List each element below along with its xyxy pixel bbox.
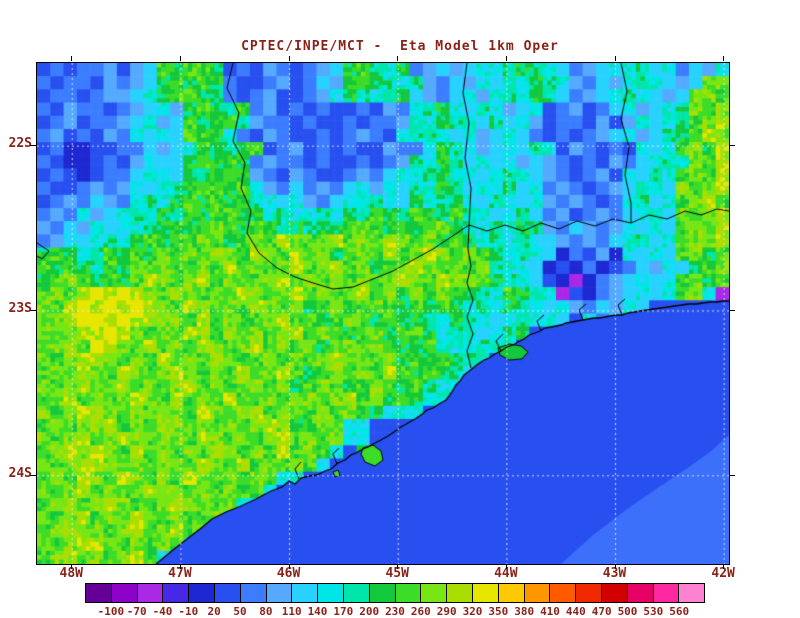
colorbar-segment-13	[420, 583, 448, 603]
colorbar-tick-label-470: 470	[591, 605, 612, 618]
colorbar-tick-label-50: 50	[233, 605, 247, 618]
colorbar-segment-16	[497, 583, 525, 603]
colorbar-segment-21	[626, 583, 654, 603]
colorbar-tick-label-80: 80	[259, 605, 273, 618]
colorbar-tick-label--70: -70	[126, 605, 147, 618]
colorbar-segment-15	[471, 583, 499, 603]
colorbar-segment-4	[188, 583, 215, 603]
lon-tick	[397, 56, 399, 61]
lat-tick	[729, 309, 735, 311]
lon-tick	[723, 564, 725, 569]
colorbar-segment-20	[600, 583, 628, 603]
colorbar-tick-label-350: 350	[488, 605, 509, 618]
lat-tick	[30, 474, 36, 476]
lon-axis-label-44W: 44W	[494, 566, 518, 581]
lon-tick	[614, 564, 616, 569]
colorbar-tick-label--10: -10	[178, 605, 199, 618]
lat-axis-label-23S: 23S	[8, 300, 32, 316]
colorbar-segment-10	[342, 583, 370, 603]
lon-tick	[179, 564, 181, 569]
colorbar	[85, 583, 706, 603]
colorbar-segment-14	[446, 583, 473, 603]
lon-axis-label-47W: 47W	[168, 566, 192, 581]
colorbar-tick-label-410: 410	[540, 605, 560, 618]
colorbar-segment-19	[575, 583, 602, 603]
colorbar-tick-label-170: 170	[333, 605, 354, 618]
colorbar-tick-label-200: 200	[359, 605, 380, 618]
lon-tick	[179, 56, 181, 61]
map-frame	[36, 62, 730, 565]
colorbar-tick-label-320: 320	[462, 605, 483, 618]
colorbar-tick-label-260: 260	[410, 605, 431, 618]
colorbar-tick-label-290: 290	[436, 605, 457, 618]
lon-tick	[288, 564, 290, 569]
colorbar-tick-label--100: -100	[97, 605, 125, 618]
colorbar-segment-8	[291, 583, 319, 603]
colorbar-tick-label-500: 500	[617, 605, 638, 618]
colorbar-segment-3	[162, 583, 190, 603]
lat-tick	[30, 145, 36, 147]
colorbar-segment-7	[265, 583, 293, 603]
colorbar-tick-label-20: 20	[207, 605, 221, 618]
colorbar-segment-5	[213, 583, 241, 603]
lon-tick	[614, 56, 616, 61]
lon-tick	[505, 564, 507, 569]
colorbar-segment-18	[549, 583, 577, 603]
lat-tick	[30, 309, 36, 311]
colorbar-segment-0	[85, 583, 112, 603]
lon-tick	[71, 56, 73, 61]
lon-tick	[71, 564, 73, 569]
colorbar-tick-label-140: 140	[307, 605, 328, 618]
lon-tick	[397, 564, 399, 569]
lon-tick	[288, 56, 290, 61]
colorbar-segment-17	[523, 583, 551, 603]
colorbar-tick-label--40: -40	[152, 605, 173, 618]
lon-tick	[723, 56, 725, 61]
colorbar-tick-label-530: 530	[643, 605, 664, 618]
lat-tick	[729, 145, 735, 147]
colorbar-segment-22	[652, 583, 680, 603]
map-canvas	[37, 63, 729, 564]
colorbar-tick-label-380: 380	[514, 605, 535, 618]
colorbar-tick-label-560: 560	[669, 605, 690, 618]
colorbar-segment-12	[394, 583, 422, 603]
colorbar-tick-label-110: 110	[281, 605, 302, 618]
colorbar-segment-6	[239, 583, 267, 603]
lat-axis-label-22S: 22S	[8, 136, 32, 152]
lon-tick	[505, 56, 507, 61]
colorbar-segment-9	[317, 583, 344, 603]
colorbar-segment-11	[368, 583, 396, 603]
colorbar-segment-2	[136, 583, 164, 603]
colorbar-tick-label-440: 440	[565, 605, 586, 618]
colorbar-segment-23	[678, 583, 706, 603]
lat-axis-label-24S: 24S	[8, 465, 32, 481]
lon-axis-label-48W: 48W	[59, 566, 84, 581]
lon-axis-label-43W: 43W	[602, 566, 627, 581]
lon-axis-label-46W: 46W	[276, 566, 301, 581]
colorbar-tick-label-230: 230	[385, 605, 405, 618]
lon-axis-label-45W: 45W	[385, 566, 409, 581]
lon-axis-label-42W: 42W	[711, 566, 735, 581]
chart-title: CPTEC/INPE/MCT - Eta Model 1km Oper	[241, 39, 559, 54]
lat-tick	[729, 474, 735, 476]
colorbar-segment-1	[110, 583, 138, 603]
